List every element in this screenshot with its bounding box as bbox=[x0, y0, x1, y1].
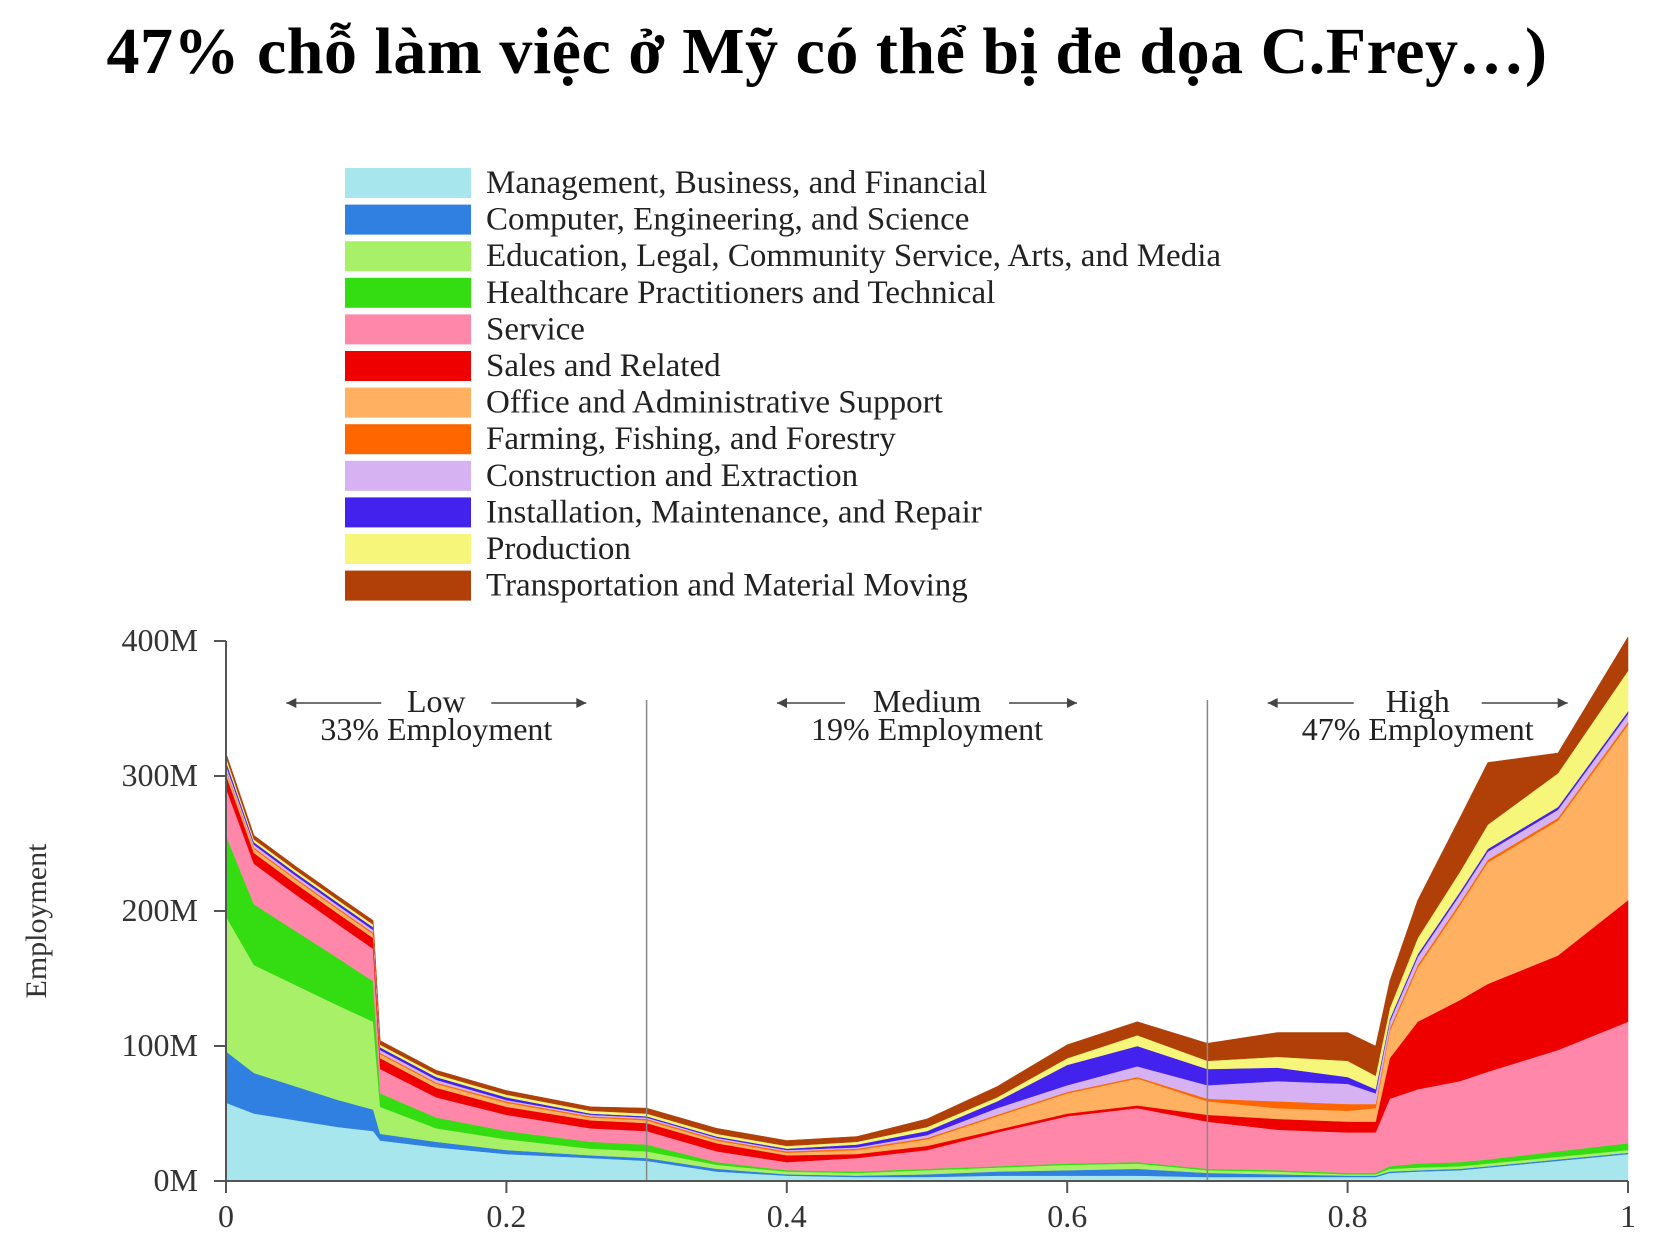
region-arrowhead-right bbox=[576, 698, 587, 708]
region-label: 33% Employment bbox=[320, 711, 552, 747]
legend-swatch bbox=[345, 314, 471, 345]
legend-label: Transportation and Material Moving bbox=[486, 568, 968, 604]
y-tick-label: 200M bbox=[122, 892, 198, 928]
legend-swatch bbox=[345, 351, 471, 381]
legend-label: Healthcare Practitioners and Technical bbox=[486, 275, 995, 311]
x-tick-label: 0.4 bbox=[767, 1198, 807, 1234]
legend-swatch bbox=[345, 497, 471, 528]
legend-swatch bbox=[345, 204, 471, 235]
legend-swatch bbox=[345, 570, 471, 601]
y-tick-label: 100M bbox=[122, 1027, 198, 1063]
legend-label: Management, Business, and Financial bbox=[486, 165, 987, 201]
region-arrowhead-left bbox=[286, 698, 297, 708]
region-arrowhead-left bbox=[777, 698, 787, 708]
axes: 0M 100M 200M 300M 400M 0 0.2 0.4 0.6 0.8 1 Employme… bbox=[20, 622, 1636, 1234]
region-label: 47% Employment bbox=[1302, 711, 1534, 747]
legend-swatch bbox=[345, 387, 471, 418]
x-tick-label: 0.2 bbox=[486, 1198, 526, 1234]
legend-label: Service bbox=[486, 311, 585, 347]
region-name: High bbox=[1386, 683, 1450, 719]
page-title: 47% chỗ làm việc ở Mỹ có thể bị đe dọa C… bbox=[106, 15, 1548, 88]
legend-label: Office and Administrative Support bbox=[486, 385, 943, 421]
legend-swatch bbox=[345, 277, 471, 308]
region-name: Medium bbox=[873, 683, 982, 719]
region-dividers bbox=[645, 700, 1209, 1181]
legend-label: Farming, Fishing, and Forestry bbox=[486, 421, 896, 457]
y-tick-label: 300M bbox=[122, 757, 198, 793]
legend-label: Construction and Extraction bbox=[486, 458, 858, 494]
legend-swatch bbox=[345, 168, 471, 198]
y-axis-label: Employment bbox=[20, 843, 53, 999]
legend-swatch bbox=[345, 534, 471, 564]
legend-swatch bbox=[345, 460, 471, 491]
region-arrowhead-right bbox=[1557, 698, 1568, 708]
x-tick-label: 0 bbox=[218, 1198, 234, 1234]
region-arrowhead-right bbox=[1067, 698, 1077, 708]
x-tick-label: 0.6 bbox=[1047, 1198, 1087, 1234]
region-name: Low bbox=[407, 683, 466, 719]
y-tick-label: 400M bbox=[122, 622, 198, 658]
legend-label: Education, Legal, Community Service, Art… bbox=[486, 238, 1221, 274]
legend-label: Sales and Related bbox=[486, 348, 721, 384]
legend: Management, Business, and FinancialCompu… bbox=[345, 165, 1221, 604]
region-label: 19% Employment bbox=[811, 711, 1043, 747]
legend-swatch bbox=[345, 241, 471, 272]
region-arrowhead-left bbox=[1267, 698, 1278, 708]
x-tick-label: 0.8 bbox=[1328, 1198, 1368, 1234]
legend-label: Computer, Engineering, and Science bbox=[486, 202, 969, 238]
legend-swatch bbox=[345, 424, 471, 455]
y-tick-label: 0M bbox=[154, 1162, 198, 1198]
legend-label: Installation, Maintenance, and Repair bbox=[486, 494, 982, 530]
legend-label: Production bbox=[486, 531, 631, 567]
x-tick-label: 1 bbox=[1620, 1198, 1636, 1234]
